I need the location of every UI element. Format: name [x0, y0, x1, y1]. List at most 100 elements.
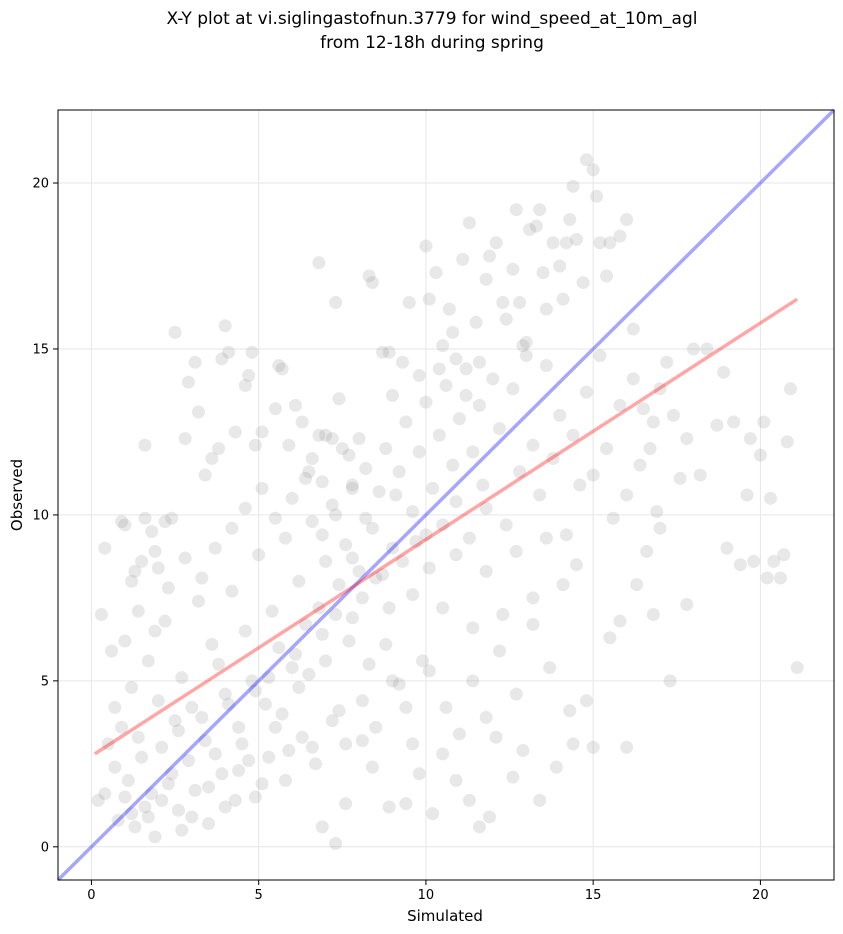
data-point	[422, 664, 436, 678]
data-point	[141, 654, 155, 668]
data-point	[459, 362, 473, 376]
y-tick-label: 0	[41, 840, 49, 855]
data-point	[516, 339, 530, 353]
data-point	[118, 634, 132, 648]
data-point	[620, 488, 634, 502]
data-point	[506, 262, 520, 276]
data-point	[181, 375, 195, 389]
data-point	[419, 239, 433, 253]
data-point	[396, 355, 410, 369]
data-point	[181, 754, 195, 768]
data-point	[265, 604, 279, 618]
data-point	[613, 614, 627, 628]
data-point	[329, 836, 343, 850]
data-point	[526, 617, 540, 631]
data-point	[426, 807, 440, 821]
x-tick-label: 20	[752, 888, 769, 903]
data-point	[680, 432, 694, 446]
data-point	[359, 511, 373, 525]
data-point	[559, 236, 573, 250]
data-point	[302, 667, 316, 681]
fit-line	[93, 297, 799, 756]
data-point	[382, 800, 396, 814]
data-point	[586, 468, 600, 482]
data-point	[248, 790, 262, 804]
data-point	[379, 442, 393, 456]
data-point	[466, 621, 480, 635]
data-point	[590, 189, 604, 203]
data-point	[499, 518, 513, 532]
data-point	[268, 402, 282, 416]
data-point	[549, 760, 563, 774]
data-point	[436, 339, 450, 353]
data-point	[650, 505, 664, 519]
data-point	[329, 296, 343, 309]
data-point	[406, 588, 420, 602]
data-point	[382, 345, 396, 359]
data-point	[563, 213, 577, 227]
data-point	[292, 574, 306, 588]
data-point	[600, 269, 614, 283]
data-point	[125, 681, 139, 694]
data-point	[539, 531, 553, 545]
data-point	[329, 508, 343, 522]
data-point	[579, 694, 593, 708]
data-point	[449, 548, 463, 562]
data-point	[329, 607, 343, 621]
data-point	[466, 674, 480, 688]
data-point	[195, 571, 209, 585]
data-point	[128, 564, 142, 578]
data-point	[245, 345, 259, 359]
data-point	[108, 700, 122, 714]
data-point	[282, 438, 296, 452]
data-point	[519, 335, 533, 349]
data-point	[365, 276, 379, 290]
data-point	[412, 767, 426, 781]
data-point	[459, 388, 473, 402]
data-point	[496, 607, 510, 621]
data-point	[620, 740, 634, 754]
data-point	[493, 422, 507, 436]
data-point	[185, 810, 199, 824]
data-point	[171, 724, 185, 738]
data-point	[178, 432, 192, 446]
data-point	[479, 710, 493, 724]
data-point	[148, 624, 162, 638]
data-point	[499, 312, 513, 326]
data-point	[509, 544, 523, 558]
data-point	[449, 352, 463, 366]
data-point	[399, 797, 413, 811]
data-point	[292, 681, 306, 694]
data-point	[385, 541, 399, 555]
data-point	[208, 541, 222, 555]
data-point	[653, 382, 667, 396]
data-point	[212, 657, 226, 671]
data-point	[529, 219, 543, 233]
data-point	[513, 296, 527, 309]
data-point	[222, 345, 236, 359]
data-point	[569, 232, 583, 246]
data-point	[218, 800, 232, 814]
data-point	[238, 624, 252, 638]
data-point	[278, 773, 292, 787]
data-point	[252, 548, 266, 562]
data-point	[469, 315, 483, 329]
data-point	[666, 408, 680, 422]
data-point	[185, 700, 199, 714]
data-point	[299, 617, 313, 631]
data-point	[355, 694, 369, 708]
data-point	[205, 637, 219, 651]
data-point	[513, 465, 527, 479]
data-point	[533, 793, 547, 807]
data-point	[449, 773, 463, 787]
data-point	[399, 415, 413, 429]
data-point	[355, 734, 369, 748]
data-point	[747, 554, 761, 568]
data-point	[248, 438, 262, 452]
data-point	[760, 571, 774, 585]
y-tick-label: 15	[32, 342, 49, 357]
data-point	[222, 697, 236, 711]
data-point	[432, 362, 446, 376]
data-point	[355, 591, 369, 605]
